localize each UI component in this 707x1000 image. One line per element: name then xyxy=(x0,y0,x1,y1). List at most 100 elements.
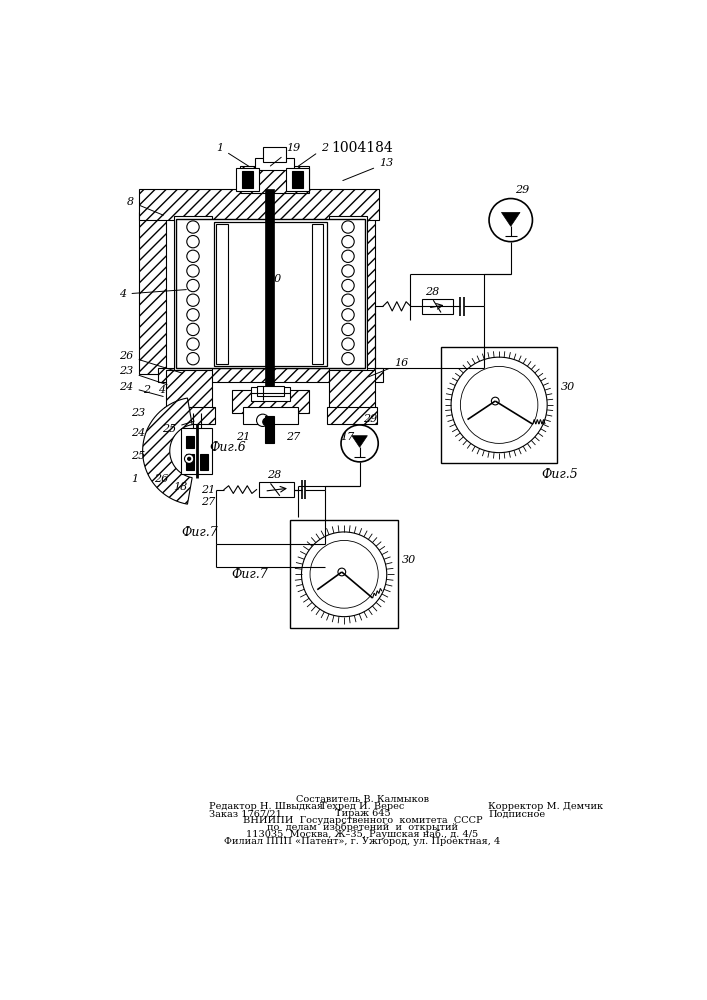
Bar xyxy=(243,407,298,424)
Text: 4: 4 xyxy=(158,385,165,395)
Bar xyxy=(312,224,323,364)
Bar xyxy=(329,370,375,413)
Text: 19: 19 xyxy=(270,143,300,166)
Circle shape xyxy=(341,294,354,306)
Bar xyxy=(240,166,309,193)
Circle shape xyxy=(187,338,199,350)
Bar xyxy=(251,387,290,401)
Bar xyxy=(232,389,309,413)
Text: Фиг.7: Фиг.7 xyxy=(182,526,218,539)
Circle shape xyxy=(491,397,499,405)
Circle shape xyxy=(187,250,199,262)
Text: 29: 29 xyxy=(515,185,529,195)
Bar xyxy=(158,368,383,382)
Text: Составитель В. Калмыков: Составитель В. Калмыков xyxy=(296,795,429,804)
Circle shape xyxy=(341,309,354,321)
Text: 1004184: 1004184 xyxy=(331,141,393,155)
Text: 20: 20 xyxy=(267,274,281,284)
Text: Фиг.5: Фиг.5 xyxy=(542,468,578,481)
Circle shape xyxy=(338,568,346,576)
Bar xyxy=(255,158,293,170)
Circle shape xyxy=(489,199,532,242)
Bar xyxy=(421,299,452,314)
Text: 30: 30 xyxy=(402,555,416,565)
Bar xyxy=(327,407,378,424)
Circle shape xyxy=(257,414,269,426)
Text: 4: 4 xyxy=(119,289,187,299)
Bar xyxy=(186,436,194,448)
Bar xyxy=(259,482,293,497)
Bar xyxy=(214,222,327,366)
Text: Фиг.7: Фиг.7 xyxy=(232,568,269,581)
Bar xyxy=(186,454,194,470)
Bar xyxy=(176,219,365,368)
Text: Техред И. Верес: Техред И. Верес xyxy=(320,802,404,811)
Text: 21: 21 xyxy=(201,485,215,495)
Text: Подписное: Подписное xyxy=(489,809,546,818)
Text: 23: 23 xyxy=(119,366,167,385)
Text: 28: 28 xyxy=(426,287,440,297)
Bar xyxy=(441,347,557,463)
Text: 13: 13 xyxy=(343,158,393,181)
Text: 1: 1 xyxy=(131,474,138,484)
Circle shape xyxy=(185,454,194,463)
Text: Тираж 645: Тираж 645 xyxy=(334,809,390,818)
Text: 24: 24 xyxy=(131,428,145,438)
Polygon shape xyxy=(143,398,192,504)
Bar xyxy=(166,370,212,413)
Bar xyxy=(292,171,303,188)
Text: 113035, Москва, Ж–35, Раушская наб., д. 4/5: 113035, Москва, Ж–35, Раушская наб., д. … xyxy=(246,830,479,839)
Circle shape xyxy=(341,279,354,292)
Circle shape xyxy=(187,235,199,248)
Text: 27: 27 xyxy=(286,432,300,442)
Text: по  делам  изобретений  и  открытий: по делам изобретений и открытий xyxy=(267,823,458,832)
Text: 17: 17 xyxy=(340,432,354,442)
Circle shape xyxy=(187,265,199,277)
Circle shape xyxy=(263,418,271,426)
Text: 1: 1 xyxy=(216,143,249,166)
Bar xyxy=(139,189,379,220)
Text: Корректор М. Демчик: Корректор М. Демчик xyxy=(489,802,604,811)
Bar xyxy=(329,216,368,370)
Text: ВНИИПИ  Государственного  комитета  СССР: ВНИИПИ Государственного комитета СССР xyxy=(243,816,482,825)
Circle shape xyxy=(341,425,378,462)
Text: 30: 30 xyxy=(561,381,575,391)
Bar xyxy=(139,212,166,374)
Bar xyxy=(348,212,375,374)
Text: Редактор Н. Швыдкая: Редактор Н. Швыдкая xyxy=(209,802,323,811)
Circle shape xyxy=(187,353,199,365)
Circle shape xyxy=(341,250,354,262)
Text: 26: 26 xyxy=(154,474,168,484)
Text: 18: 18 xyxy=(174,482,188,492)
Text: Фиг.6: Фиг.6 xyxy=(209,441,246,454)
Circle shape xyxy=(341,323,354,336)
Text: 2: 2 xyxy=(143,385,150,395)
Circle shape xyxy=(341,235,354,248)
Circle shape xyxy=(341,338,354,350)
Text: 26: 26 xyxy=(119,351,182,373)
Text: 27: 27 xyxy=(201,497,215,507)
Text: 8: 8 xyxy=(127,197,163,215)
Circle shape xyxy=(187,323,199,336)
Bar xyxy=(200,454,208,470)
Bar xyxy=(290,520,398,628)
Bar xyxy=(286,168,309,191)
Bar xyxy=(216,224,228,364)
Bar xyxy=(265,189,274,405)
Polygon shape xyxy=(501,212,520,226)
Bar xyxy=(242,171,252,188)
Circle shape xyxy=(187,457,191,460)
Text: 25: 25 xyxy=(162,421,194,434)
Text: 23: 23 xyxy=(131,408,145,418)
Circle shape xyxy=(187,221,199,233)
Text: 29: 29 xyxy=(363,414,378,424)
Bar xyxy=(263,147,286,162)
Bar xyxy=(164,407,215,424)
Circle shape xyxy=(187,279,199,292)
Text: 25: 25 xyxy=(131,451,145,461)
Circle shape xyxy=(187,309,199,321)
Bar xyxy=(257,386,284,396)
Circle shape xyxy=(341,265,354,277)
Bar xyxy=(265,416,274,443)
Text: 2: 2 xyxy=(298,143,328,166)
